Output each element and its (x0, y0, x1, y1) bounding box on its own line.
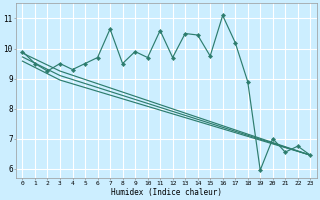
X-axis label: Humidex (Indice chaleur): Humidex (Indice chaleur) (111, 188, 222, 197)
